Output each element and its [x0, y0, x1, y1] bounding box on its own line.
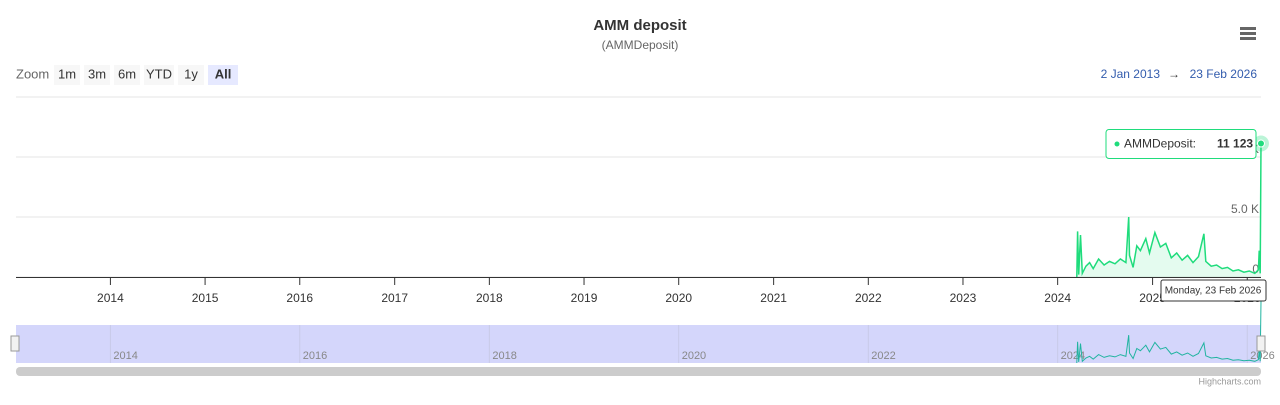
- x-tick-label: 2022: [855, 291, 882, 305]
- zoom-label: Zoom: [16, 66, 49, 81]
- zoom-button-label: YTD: [146, 66, 172, 81]
- navigator-handle[interactable]: [10, 335, 20, 352]
- menu-button[interactable]: [1240, 27, 1256, 40]
- x-tick-label: 2019: [571, 291, 598, 305]
- tooltip-series: AMMDeposit:: [1124, 137, 1196, 151]
- zoom-button-bg: [144, 65, 174, 85]
- range-to[interactable]: 23 Feb 2026: [1190, 67, 1258, 81]
- credits[interactable]: Highcharts.com: [1198, 376, 1261, 386]
- zoom-button[interactable]: All: [208, 65, 238, 85]
- zoom-button-label: 1m: [58, 66, 76, 81]
- x-tick-label: 2020: [665, 291, 692, 305]
- navigator: 2014 2016 2018 2020 2022 2024 2026: [109, 300, 1275, 364]
- zoom-button-label: 1y: [184, 66, 198, 81]
- navigator-tick-label: 2016: [303, 350, 327, 362]
- point-marker: [1257, 139, 1265, 148]
- x-tick-label: 2023: [950, 291, 977, 305]
- navigator-tick-label: 2026: [1250, 350, 1274, 362]
- navigator-tick-label: 2014: [113, 350, 137, 362]
- navigator-tick-label: 2022: [871, 350, 895, 362]
- tooltips: AMMDeposit: 11 123 Monday, 23 Feb 2026: [1105, 129, 1269, 302]
- scrollbar[interactable]: [16, 367, 1261, 376]
- tooltip-value: 11 123: [1217, 137, 1253, 151]
- zoom-button-bg: [84, 65, 110, 85]
- navigator-mask[interactable]: [16, 325, 1261, 363]
- zoom-button-bg: [178, 65, 204, 85]
- zoom-button-label: 3m: [88, 66, 106, 81]
- zoom-button-label: All: [215, 66, 232, 81]
- navigator-tick-label: 2018: [492, 350, 516, 362]
- plot: 05.0 K10.0 K2014201520162017201820192020…: [16, 142, 1262, 305]
- series-line: [1076, 143, 1262, 278]
- zoom-button-bg: [54, 65, 80, 85]
- zoom-button[interactable]: 6m: [114, 65, 140, 85]
- range-arrow: →: [1168, 67, 1180, 81]
- x-tick-label: 2021: [760, 291, 787, 305]
- x-tick-label: 2014: [97, 291, 124, 305]
- navigator-handle[interactable]: [1256, 335, 1266, 352]
- menu-bar: [1240, 37, 1256, 40]
- x-tick-label: 2017: [381, 291, 408, 305]
- menu-bar: [1240, 27, 1256, 30]
- x-tick-label: 2018: [476, 291, 503, 305]
- x-tick-label: 2025: [1139, 291, 1166, 305]
- zoom-button[interactable]: YTD: [144, 65, 174, 85]
- zoom-button[interactable]: 1m: [54, 65, 80, 85]
- y-tick-label: 5.0 K: [1231, 202, 1259, 216]
- zoom-button-bg: [114, 65, 140, 85]
- chart-title: AMM deposit: [593, 17, 686, 34]
- tooltip-box: [1105, 129, 1257, 160]
- date-tooltip-label: Monday, 23 Feb 2026: [1165, 286, 1262, 297]
- y-tick-label: 0: [1252, 262, 1259, 276]
- zoom-button[interactable]: 1y: [178, 65, 204, 85]
- x-tick-label: 2016: [286, 291, 313, 305]
- tooltip-dot: [1114, 141, 1120, 147]
- zoom-button-bg: [208, 65, 238, 85]
- plot-area: [16, 97, 1261, 277]
- range-from[interactable]: 2 Jan 2013: [1101, 67, 1161, 81]
- menu-bar: [1240, 32, 1256, 35]
- navigator-tick-label: 2020: [682, 350, 706, 362]
- chart-subtitle: (AMMDeposit): [602, 38, 679, 52]
- navigator-line: [1076, 300, 1262, 364]
- date-tooltip-box: [1160, 279, 1267, 302]
- zoom-button[interactable]: 3m: [84, 65, 110, 85]
- x-tick-label: 2024: [1044, 291, 1071, 305]
- zoom-button-label: 6m: [118, 66, 136, 81]
- x-tick-label: 2015: [192, 291, 219, 305]
